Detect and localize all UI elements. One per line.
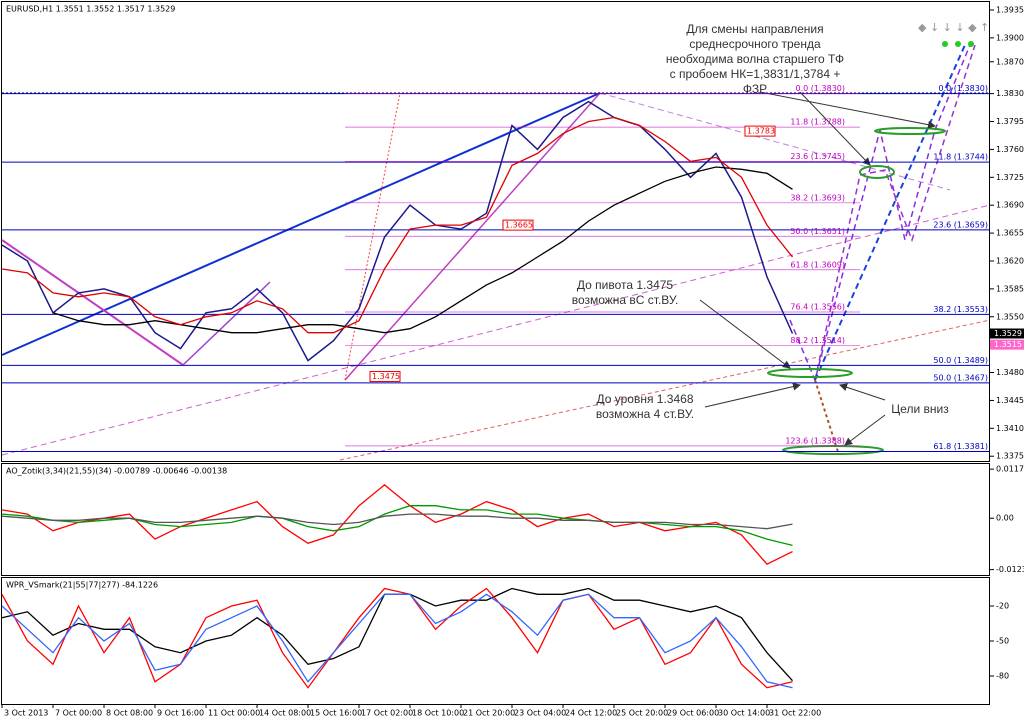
y-tick-label: 0.01177: [996, 465, 1024, 474]
annotation: среднесрочного тренда: [689, 37, 821, 51]
y-tick-label: 1.3870: [996, 57, 1024, 66]
y-tick-label: 1.3375: [996, 452, 1024, 461]
fib-label: 123.6 (1.3388): [785, 436, 845, 445]
fib-label: 23.6 (1.3659): [933, 220, 988, 229]
price-tag: [990, 339, 1024, 350]
pivot-tag-label: 1.3783: [747, 127, 775, 136]
y-tick-label: 1.3655: [996, 229, 1024, 238]
fib-label: 38.2 (1.3693): [790, 193, 845, 202]
x-tick-label: 25 Oct 20:00: [616, 709, 668, 718]
annotation: с пробоем НК=1,3831/1,3784 +: [670, 67, 841, 81]
annotation: До пивота 1.3475: [577, 278, 674, 292]
y-tick-label: 1.3690: [996, 201, 1024, 210]
y-tick-label: 1.3795: [996, 117, 1024, 126]
y-tick-label: 1.3620: [996, 256, 1024, 265]
x-tick-label: 31 Oct 22:00: [769, 709, 821, 718]
fib-label: 50.0 (1.3489): [933, 356, 988, 365]
series-line: [1, 100, 794, 362]
fib-label: 0.0 (1.3830): [939, 84, 989, 93]
series-line: [1, 513, 793, 530]
x-tick-label: 14 Oct 08:00: [259, 709, 311, 718]
x-tick-label: 29 Oct 06:00: [667, 709, 719, 718]
annotation: ФЗР: [743, 82, 767, 96]
y-tick-label: 1.3410: [996, 424, 1024, 433]
x-tick-label: 15 Oct 16:00: [310, 709, 362, 718]
y-tick-label: 1.3935: [996, 5, 1024, 14]
x-tick-label: 30 Oct 14:00: [718, 709, 770, 718]
x-tick-label: 11 Oct 00:00: [208, 709, 260, 718]
pivot-tag-label: 1.3475: [372, 372, 400, 381]
y-tick-label: 1.3900: [996, 33, 1024, 42]
x-tick-label: 21 Oct 20:00: [463, 709, 515, 718]
x-tick-label: 23 Oct 04:00: [514, 709, 566, 718]
y-tick-label: -0.01231: [996, 565, 1024, 574]
annotation: необходима волна старшего ТФ: [666, 52, 844, 66]
pivot-tag: [502, 219, 534, 231]
pivot-tag-label: 1.3665: [505, 221, 533, 230]
series-line: [1, 593, 793, 689]
fib-label: 50.0 (1.3467): [933, 373, 988, 382]
x-tick-label: 8 Oct 08:00: [106, 709, 153, 718]
x-tick-label: 7 Oct 00:00: [55, 709, 102, 718]
fib-label: 38.2 (1.3553): [933, 305, 988, 314]
y-tick-label: 1.3725: [996, 173, 1024, 182]
annotation: возможна 4 ст.ВУ.: [596, 407, 694, 421]
y-tick-label: 0.00: [996, 514, 1014, 523]
fib-label: 0.0 (1.3830): [796, 84, 846, 93]
wpr-panel: [1, 577, 990, 705]
x-tick-label: 24 Oct 12:00: [565, 709, 617, 718]
y-tick-label: 1.3480: [996, 368, 1024, 377]
annotation: Для смены направления: [686, 22, 823, 36]
fib-label: 23.6 (1.3745): [790, 152, 845, 161]
x-tick-label: 3 Oct 2013: [4, 709, 48, 718]
y-tick-label: 1.3550: [996, 312, 1024, 321]
y-tick-label: 1.3445: [996, 396, 1024, 405]
pivot-tag: [744, 125, 776, 137]
fib-label: 88.2 (1.3514): [790, 336, 845, 345]
ao-panel: [1, 463, 990, 576]
y-tick-label: 1.3585: [996, 284, 1024, 293]
y-tick-label: -50: [996, 637, 1009, 646]
panel-title: WPR_VSmark(21|55|77|277) -84.1226: [6, 581, 158, 590]
price-tag-label: 1.3529: [994, 329, 1022, 338]
toolbar-icons[interactable]: ◆ ↓ ↓ ↓ ◆ ↑: [918, 21, 989, 47]
y-tick-label: 1.3830: [996, 89, 1024, 98]
annotation: возможна вС ст.ВУ.: [572, 293, 679, 307]
y-tick-label: 1.3760: [996, 145, 1024, 154]
price-tag-label: 1.3515: [994, 340, 1022, 349]
fib-label: 50.0 (1.3651): [790, 227, 845, 236]
y-tick-label: -80: [996, 672, 1009, 681]
x-tick-label: 18 Oct 10:00: [412, 709, 464, 718]
fib-label: 76.4 (1.3556): [790, 302, 845, 311]
y-tick-label: -20: [996, 602, 1009, 611]
price-tag: [990, 328, 1024, 339]
fib-label: 61.8 (1.3609): [790, 260, 845, 269]
pivot-tag: [369, 371, 401, 383]
annotation: До уровня 1.3468: [596, 392, 693, 406]
fib-label: 61.8 (1.3381): [933, 442, 988, 451]
annotation: Цели вниз: [891, 402, 949, 416]
x-tick-label: 9 Oct 16:00: [157, 709, 204, 718]
fib-label: 11.8 (1.3744): [933, 153, 988, 162]
series-line: [1, 587, 793, 689]
panel-title: EURUSD,H1 1.3551 1.3552 1.3517 1.3529: [6, 5, 175, 14]
series-line: [1, 116, 794, 334]
fib-label: 11.8 (1.3788): [790, 118, 845, 127]
main-panel: [1, 1, 990, 462]
svg-text:◆ ↓ ↓ ↓ ◆ ↑: ◆ ↓ ↓ ↓ ◆ ↑: [918, 21, 989, 34]
x-tick-label: 17 Oct 02:00: [361, 709, 413, 718]
panel-title: AO_Zotik(3,34)(21,55)(34) -0.00789 -0.00…: [6, 467, 227, 476]
